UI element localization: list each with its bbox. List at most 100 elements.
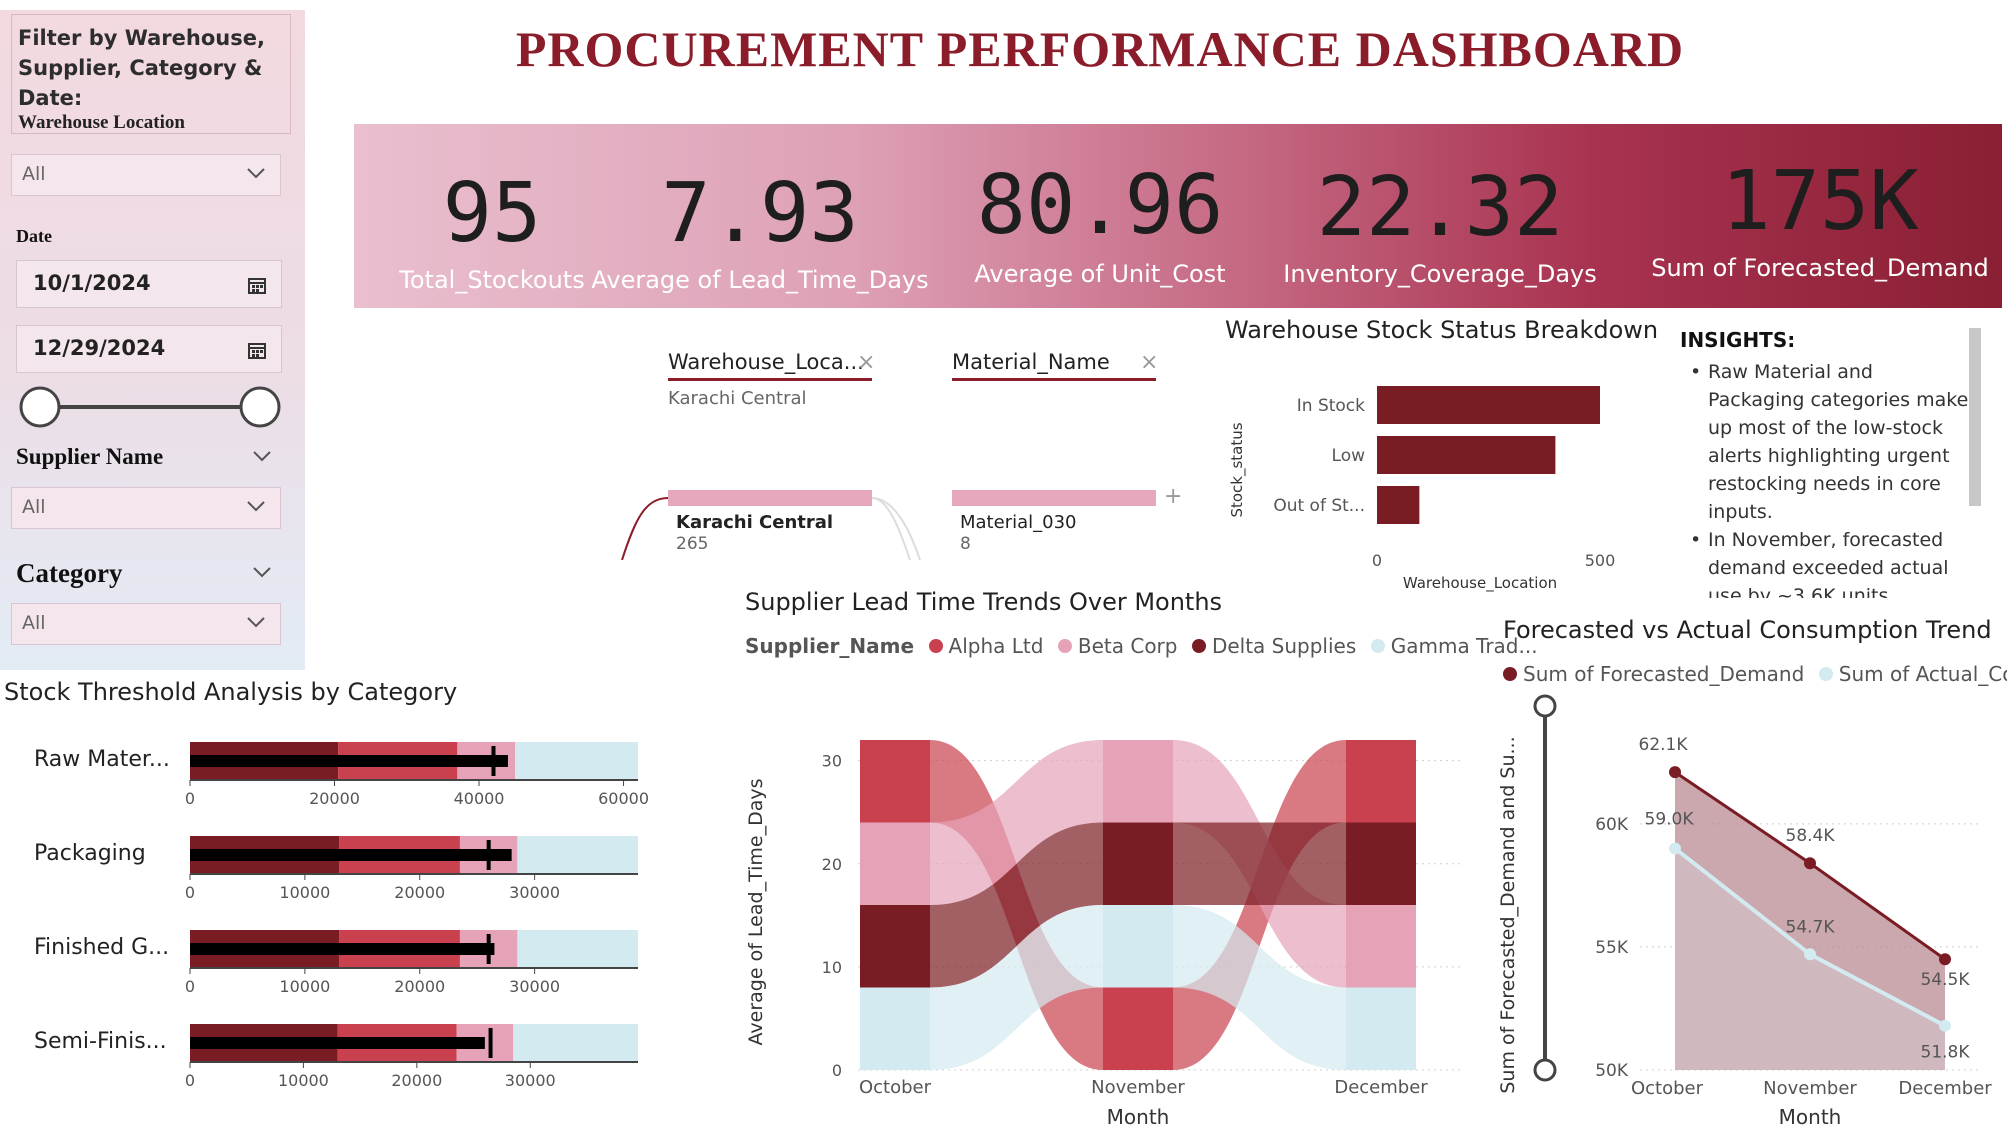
legend-item-forecasted[interactable]: Sum of Forecasted_Demand bbox=[1503, 662, 1804, 686]
bullet-tick-label: 20000 bbox=[391, 1071, 442, 1090]
legend-item-alpha[interactable]: Alpha Ltd bbox=[928, 634, 1044, 658]
date-range-slider[interactable] bbox=[14, 384, 284, 430]
chevron-down-icon bbox=[247, 617, 265, 628]
actual-point bbox=[1804, 948, 1816, 961]
bullet-target-marker bbox=[486, 934, 491, 964]
forecast-y-tick: 60K bbox=[1595, 815, 1629, 835]
bullet-target-marker bbox=[486, 840, 491, 870]
forecast-x-axis-label: Month bbox=[1779, 1105, 1842, 1129]
bullet-band bbox=[517, 836, 638, 874]
kpi-total-stockouts-value: 95 bbox=[442, 166, 542, 261]
legend-item-delta[interactable]: Delta Supplies bbox=[1191, 634, 1356, 658]
supplier-dropdown-value: All bbox=[22, 496, 46, 518]
stock-x-tick: 0 bbox=[1372, 551, 1382, 570]
date-filter-label: Date bbox=[16, 226, 52, 246]
kpi-banner bbox=[354, 124, 2002, 308]
warehouse-filter-label: Warehouse Location bbox=[18, 112, 185, 133]
kpi-unit-cost-label: Average of Unit_Cost bbox=[974, 260, 1226, 288]
legend-dot bbox=[1503, 667, 1517, 681]
close-icon[interactable]: × bbox=[857, 350, 876, 375]
ribbon-segment bbox=[860, 987, 930, 1070]
legend-label: Sum of Actual_Co... bbox=[1838, 662, 2007, 686]
expand-plus-icon[interactable]: + bbox=[1164, 484, 1183, 509]
chevron-down-icon[interactable] bbox=[250, 560, 274, 584]
forecast-chart-title: Forecasted vs Actual Consumption Trend bbox=[1503, 616, 1992, 644]
date-start-value: 10/1/2024 bbox=[33, 271, 151, 295]
insight-item: Raw Material and Packaging categories ma… bbox=[1680, 358, 1970, 526]
category-dropdown[interactable]: All bbox=[11, 603, 281, 645]
insights-scrollbar[interactable] bbox=[1969, 328, 1981, 506]
legend-item-actual[interactable]: Sum of Actual_Co... bbox=[1818, 662, 2007, 686]
forecast-legend: Sum of Forecasted_Demand Sum of Actual_C… bbox=[1503, 662, 2007, 686]
bullet-band bbox=[513, 1024, 638, 1062]
category-filter-label: Category bbox=[16, 558, 123, 588]
legend-dot bbox=[1057, 639, 1072, 653]
ribbon-y-tick: 0 bbox=[832, 1061, 842, 1080]
legend-item-gamma[interactable]: Gamma Trad... bbox=[1370, 634, 1538, 658]
actual-data-label: 59.0K bbox=[1645, 809, 1695, 829]
bullet-tick-label: 30000 bbox=[509, 883, 560, 902]
bullet-value-bar bbox=[190, 755, 508, 767]
bullet-tick-label: 20000 bbox=[394, 977, 445, 996]
bullet-category-label: Packaging bbox=[34, 841, 146, 866]
legend-title: Supplier_Name bbox=[745, 634, 915, 658]
ribbon-connector bbox=[1173, 905, 1346, 1070]
forecast-point bbox=[1939, 953, 1951, 966]
legend-item-beta[interactable]: Beta Corp bbox=[1057, 634, 1178, 658]
bullet-category-label: Raw Mater... bbox=[34, 747, 170, 772]
insights-list: Raw Material and Packaging categories ma… bbox=[1680, 358, 1970, 598]
warehouse-dropdown[interactable]: All bbox=[11, 154, 281, 196]
decomp-node-karachi-label: Karachi Central bbox=[676, 512, 834, 533]
stock-bar bbox=[1377, 486, 1420, 524]
warehouse-dropdown-value: All bbox=[22, 163, 46, 185]
legend-label: Beta Corp bbox=[1077, 634, 1178, 658]
date-start-input[interactable]: 10/1/2024 bbox=[16, 260, 282, 308]
slider-handle-start[interactable] bbox=[19, 386, 61, 428]
chevron-down-icon bbox=[247, 168, 265, 179]
decomp-column-material[interactable]: Material_Name bbox=[952, 350, 1156, 381]
bullet-tick-label: 20000 bbox=[309, 789, 360, 808]
legend-dot bbox=[1191, 639, 1206, 653]
ribbon-segment bbox=[1103, 987, 1173, 1070]
ribbon-y-tick: 30 bbox=[822, 752, 842, 771]
date-end-input[interactable]: 12/29/2024 bbox=[16, 325, 282, 373]
bullet-tick-label: 30000 bbox=[505, 1071, 556, 1090]
forecast-y-tick: 50K bbox=[1595, 1061, 1629, 1081]
legend-label: Gamma Trad... bbox=[1390, 634, 1538, 658]
decomp-column-warehouse[interactable]: Warehouse_Loca... bbox=[668, 350, 872, 381]
category-dropdown-value: All bbox=[22, 612, 46, 634]
bullet-value-bar bbox=[190, 943, 495, 955]
decomp-node-karachi-value: 265 bbox=[676, 534, 709, 554]
chevron-down-icon[interactable] bbox=[250, 444, 274, 468]
lead-time-legend: Supplier_Name Alpha Ltd Beta Corp Delta … bbox=[745, 634, 1548, 658]
forecast-data-label: 58.4K bbox=[1786, 826, 1836, 846]
ribbon-x-axis-label: Month bbox=[1107, 1105, 1170, 1129]
forecast-data-label: 54.5K bbox=[1921, 970, 1971, 990]
legend-dot bbox=[1818, 667, 1833, 681]
ribbon-x-tick: November bbox=[1091, 1077, 1185, 1098]
supplier-dropdown[interactable]: All bbox=[11, 487, 281, 529]
calendar-icon[interactable] bbox=[247, 340, 267, 360]
forecast-y-axis-label: Sum of Forecasted_Demand and Su... bbox=[1497, 736, 1519, 1093]
ribbon-connector bbox=[930, 822, 1103, 988]
decomp-bar-material[interactable] bbox=[952, 490, 1156, 506]
insights-title: INSIGHTS: bbox=[1680, 328, 1796, 352]
lead-time-ribbon-chart: 0 10 20 30 October November December Month Avera… bbox=[745, 740, 1460, 1129]
actual-point bbox=[1939, 1019, 1951, 1032]
kpi-unit-cost-value: 80.96 bbox=[976, 158, 1224, 253]
calendar-icon[interactable] bbox=[247, 275, 267, 295]
forecast-y-tick: 55K bbox=[1595, 938, 1629, 958]
decomp-bar-karachi[interactable] bbox=[668, 490, 872, 506]
stock-status-chart-title: Warehouse Stock Status Breakdown bbox=[1225, 316, 1659, 344]
forecast-zoom-handle-bottom bbox=[1533, 1058, 1557, 1082]
ribbon-y-axis-label: Average of Lead_Time_Days bbox=[745, 779, 767, 1046]
threshold-bullet-chart: Raw Mater... 0 20000 40000 60000 Packaging 0 10… bbox=[34, 742, 649, 1090]
bullet-category-label: Semi-Finis... bbox=[34, 1029, 167, 1054]
legend-label: Alpha Ltd bbox=[948, 634, 1044, 658]
stock-x-axis-label: Warehouse_Location bbox=[1403, 574, 1557, 593]
ribbon-segment bbox=[860, 822, 930, 905]
close-icon[interactable]: × bbox=[1140, 350, 1159, 375]
slider-handle-end[interactable] bbox=[239, 386, 281, 428]
bullet-tick-label: 0 bbox=[185, 977, 195, 996]
